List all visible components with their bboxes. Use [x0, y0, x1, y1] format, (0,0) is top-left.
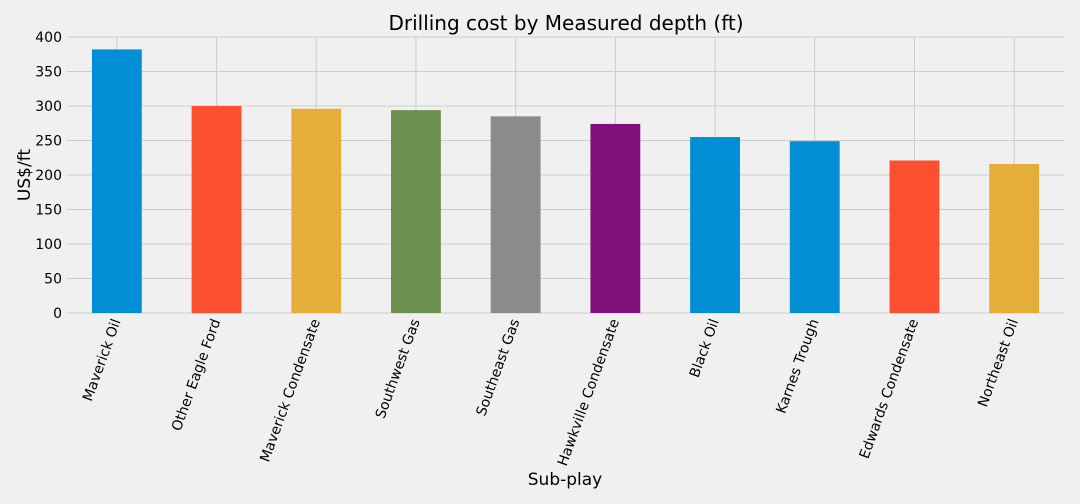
y-tick-label: 0	[53, 306, 62, 322]
x-tick-label: Southeast Gas	[474, 317, 524, 418]
x-tick-label: Karnes Trough	[773, 317, 822, 416]
x-tick-label: Maverick Condensate	[257, 317, 324, 464]
bar-northeast-oil	[989, 163, 1040, 313]
x-tick-label: Edwards Condensate	[857, 317, 922, 461]
y-axis-label: US$/ft	[15, 149, 35, 201]
bar-edwards-condensate	[889, 160, 940, 313]
x-tick-label: Other Eagle Ford	[169, 317, 224, 433]
y-tick-label: 100	[35, 237, 62, 253]
x-tick-labels: Maverick Oil Other Eagle Ford Maverick Con…	[80, 317, 1022, 468]
bar-other-eagle-ford	[191, 106, 242, 313]
x-tick-label: Northeast Oil	[975, 317, 1022, 409]
x-tick-label: Black Oil	[687, 317, 723, 380]
y-tick-label: 250	[35, 134, 62, 150]
chart-title: Drilling cost by Measured depth (ft)	[388, 11, 743, 35]
y-tick-label: 50	[44, 272, 62, 288]
bar-southeast-gas	[490, 116, 541, 313]
y-tick-label: 300	[35, 99, 62, 115]
y-tick-label: 150	[35, 203, 62, 219]
x-tick-label: Southwest Gas	[373, 317, 424, 421]
y-tick-labels: 0 50 100 150 200 250 300 350 400	[35, 30, 62, 322]
x-tick-label: Maverick Oil	[80, 317, 125, 404]
y-tick-label: 400	[35, 30, 62, 46]
x-axis-label: Sub-play	[528, 470, 602, 490]
bar-maverick-condensate	[291, 108, 342, 313]
bar-black-oil	[690, 137, 740, 313]
x-tick-label: Hawkville Condensate	[555, 317, 623, 468]
bar-maverick-oil	[91, 49, 142, 314]
bars	[91, 49, 1040, 314]
bar-southwest-gas	[391, 110, 441, 313]
y-tick-label: 350	[35, 65, 62, 81]
bar-karnes-trough	[789, 141, 840, 313]
bar-hawkville-condensate	[590, 123, 641, 313]
y-tick-label: 200	[35, 168, 62, 184]
